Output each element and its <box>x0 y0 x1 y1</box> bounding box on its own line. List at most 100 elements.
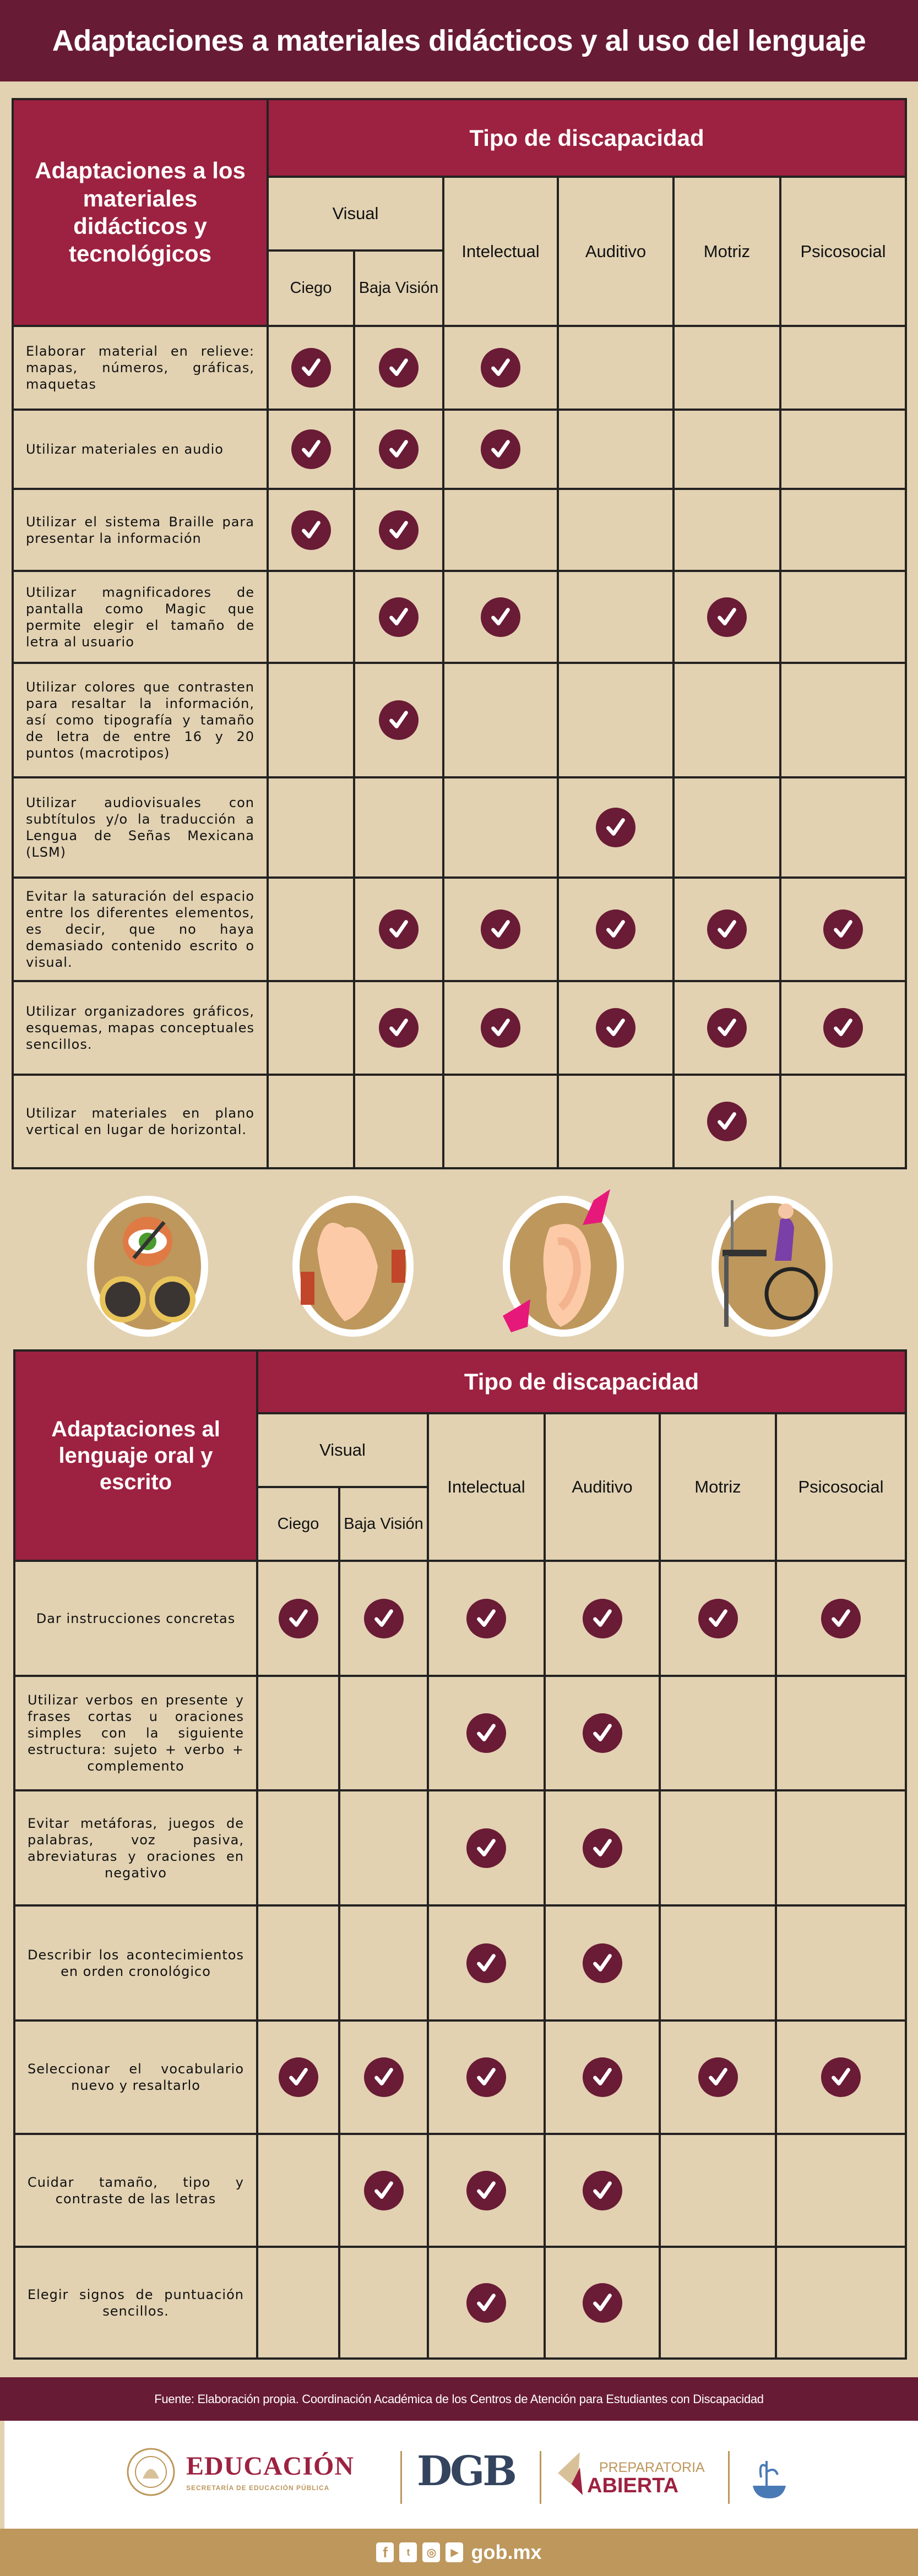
check-cell <box>557 325 675 411</box>
check-cell <box>544 2133 661 2248</box>
check-icon <box>379 910 419 949</box>
educacion-logo: EDUCACIÓN <box>186 2452 355 2481</box>
check-cell <box>557 876 675 982</box>
divider <box>540 2451 541 2504</box>
plant-bowl-icon <box>753 2461 786 2498</box>
check-icon <box>466 1828 506 1868</box>
check-cell <box>427 1560 546 1677</box>
twitter-icon[interactable]: t <box>399 2542 417 2562</box>
source-band: Fuente: Elaboración propia. Coordinación… <box>0 2377 918 2421</box>
column-header: Baja Visión <box>338 1486 429 1562</box>
check-cell <box>659 2019 777 2135</box>
row-label: Seleccionar el vocabulario nuevo y resal… <box>13 2019 258 2135</box>
check-cell <box>256 2019 340 2135</box>
row-label: Utilizar magnificadores de pantalla como… <box>12 570 269 664</box>
check-cell <box>672 1074 781 1169</box>
group-header: Tipo de discapacidad <box>256 1349 907 1414</box>
row-label: Dar instrucciones concretas <box>13 1560 258 1677</box>
check-icon <box>582 1713 622 1753</box>
column-header-label: Auditivo <box>585 241 647 261</box>
corner-title: Adaptaciones al lenguaje oral y escrito <box>51 1417 220 1494</box>
check-cell <box>544 2019 661 2135</box>
check-cell <box>775 2246 907 2360</box>
check-icon <box>481 910 520 949</box>
social-band: f t ◎ ▶ gob.mx <box>0 2529 918 2576</box>
check-cell <box>256 1789 340 1907</box>
check-cell <box>779 980 907 1076</box>
row-label-text: Utilizar materiales en plano vertical en… <box>26 1105 254 1137</box>
check-icon <box>481 429 520 469</box>
preparatoria-logo-text: PREPARATORIA <box>599 2460 705 2475</box>
facebook-icon[interactable]: f <box>376 2542 394 2562</box>
check-icon <box>821 2057 861 2097</box>
row-label: Utilizar audiovisuales con subtítulos y/… <box>12 776 269 879</box>
check-cell <box>256 2246 340 2360</box>
check-cell <box>779 776 907 879</box>
check-cell <box>442 776 559 879</box>
check-icon <box>823 910 863 949</box>
check-icon <box>823 1008 863 1048</box>
check-icon <box>481 348 520 388</box>
wheelchair-user-icon <box>709 1189 835 1341</box>
check-icon <box>363 2170 404 2210</box>
check-cell <box>353 1074 444 1169</box>
sign-language-hands-icon <box>290 1189 416 1341</box>
visual-header-label: Visual <box>332 204 379 223</box>
check-cell <box>775 1904 907 2022</box>
check-cell <box>672 409 781 490</box>
check-cell <box>353 980 444 1076</box>
row-label-text: Utilizar colores que contrasten para res… <box>26 679 254 761</box>
check-cell <box>338 2133 429 2248</box>
column-header-label: Motriz <box>694 1477 741 1497</box>
youtube-icon[interactable]: ▶ <box>446 2542 464 2562</box>
column-header: Psicosocial <box>775 1412 907 1562</box>
blind-glasses-icon <box>84 1189 211 1341</box>
check-icon <box>582 2057 622 2097</box>
row-label: Describir los acontecimientos en orden c… <box>13 1904 258 2022</box>
check-cell <box>427 2019 546 2135</box>
check-icon <box>363 1598 404 1638</box>
check-icon <box>291 348 331 388</box>
check-cell <box>659 2246 777 2360</box>
check-icon <box>582 2170 622 2210</box>
mexico-seal-icon <box>127 2448 175 2496</box>
check-icon <box>379 597 419 637</box>
check-cell <box>267 662 355 778</box>
check-cell <box>557 662 675 778</box>
check-cell <box>775 1560 907 1677</box>
gob-mx-link[interactable]: gob.mx <box>471 2541 542 2563</box>
check-cell <box>442 980 559 1076</box>
check-cell <box>267 776 355 879</box>
check-cell <box>442 876 559 982</box>
column-header: Motriz <box>672 176 781 327</box>
check-cell <box>557 1074 675 1169</box>
check-icon <box>466 1598 506 1638</box>
check-cell <box>267 1074 355 1169</box>
row-label: Evitar la saturación del espacio entre l… <box>12 876 269 982</box>
row-label: Utilizar verbos en presente y frases cor… <box>13 1675 258 1791</box>
check-cell <box>338 1560 429 1677</box>
check-cell <box>659 1560 777 1677</box>
check-cell <box>672 776 781 879</box>
instagram-icon[interactable]: ◎ <box>422 2542 441 2562</box>
check-icon <box>466 2170 506 2210</box>
check-icon <box>596 910 635 949</box>
row-label: Utilizar organizadores gráficos, esquema… <box>12 980 269 1076</box>
check-cell <box>442 570 559 664</box>
column-header-label: Motriz <box>703 241 751 261</box>
row-label: Utilizar colores que contrasten para res… <box>12 662 269 778</box>
row-label-text: Elegir signos de puntuación sencillos. <box>28 2286 244 2319</box>
check-cell <box>353 325 444 411</box>
check-cell <box>353 662 444 778</box>
check-cell <box>775 1789 907 1907</box>
check-cell <box>267 980 355 1076</box>
check-cell <box>442 1074 559 1169</box>
visual-header-label: Visual <box>319 1440 366 1459</box>
source-note: Fuente: Elaboración propia. Coordinación… <box>154 2392 764 2406</box>
check-cell <box>544 1789 661 1907</box>
check-icon <box>707 1102 747 1141</box>
check-icon <box>379 429 419 469</box>
abierta-logo-text: ABIERTA <box>587 2474 679 2497</box>
row-label: Elaborar material en relieve: mapas, núm… <box>12 325 269 411</box>
check-icon <box>596 808 635 847</box>
